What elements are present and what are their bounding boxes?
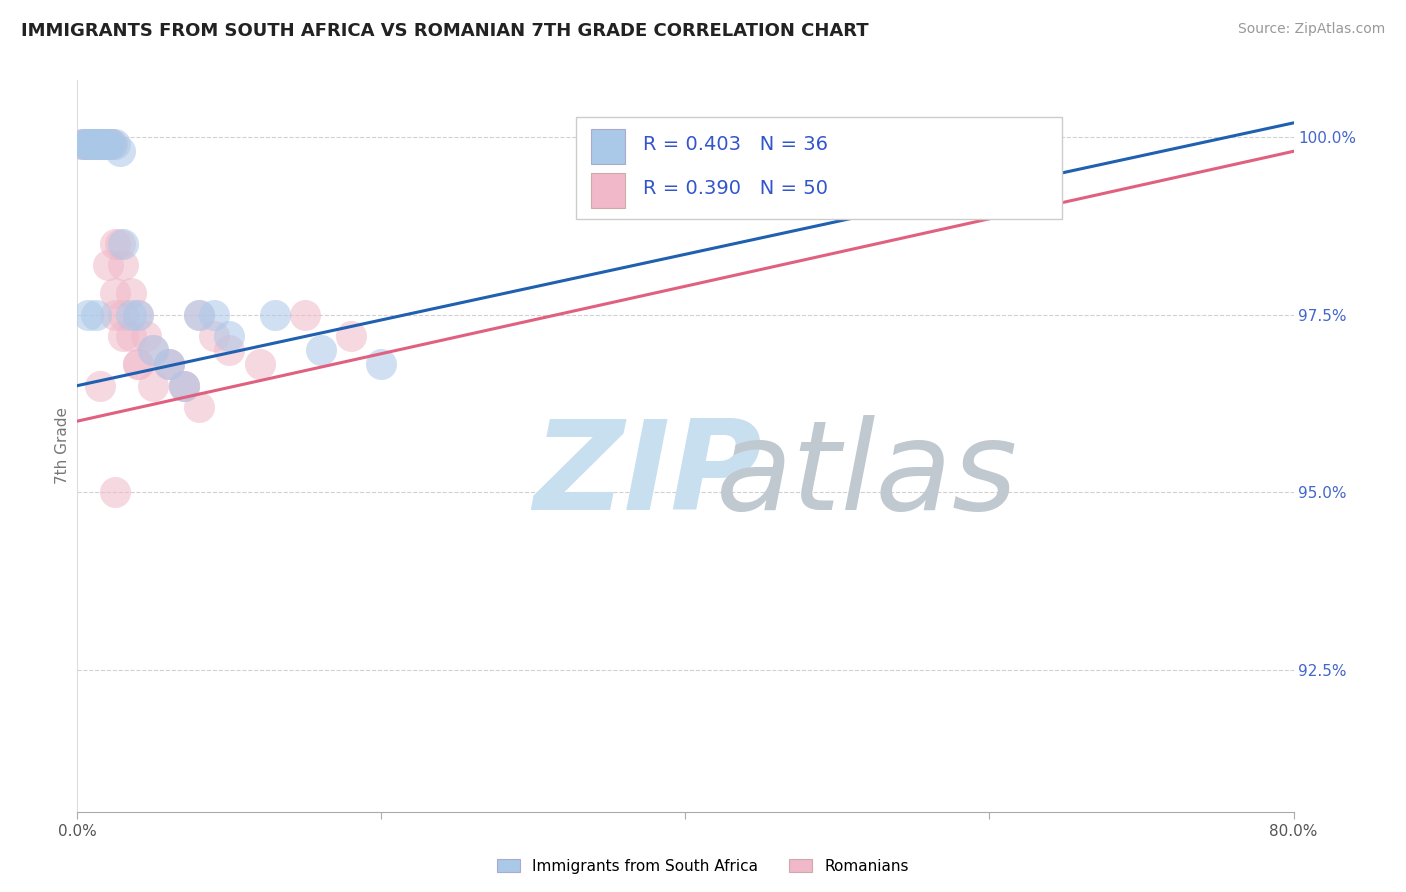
Point bbox=[100, 137, 122, 152]
Point bbox=[96, 137, 118, 152]
Point bbox=[89, 137, 111, 152]
Point bbox=[249, 357, 271, 371]
Point bbox=[101, 137, 124, 152]
Point bbox=[370, 357, 392, 371]
Point bbox=[135, 329, 157, 343]
Point bbox=[77, 137, 100, 152]
Point bbox=[903, 137, 925, 152]
Point bbox=[127, 308, 149, 322]
Text: R = 0.390   N = 50: R = 0.390 N = 50 bbox=[643, 179, 828, 198]
Point bbox=[87, 137, 110, 152]
Point bbox=[142, 343, 165, 358]
Text: atlas: atlas bbox=[716, 415, 1018, 536]
Point bbox=[173, 378, 195, 392]
Text: R = 0.403   N = 36: R = 0.403 N = 36 bbox=[643, 136, 828, 154]
Point bbox=[87, 137, 110, 152]
Point bbox=[598, 137, 620, 152]
Point bbox=[80, 137, 103, 152]
Point bbox=[83, 137, 105, 152]
Point bbox=[202, 329, 225, 343]
Point bbox=[108, 145, 131, 159]
Point bbox=[75, 137, 97, 152]
Y-axis label: 7th Grade: 7th Grade bbox=[55, 408, 70, 484]
Point bbox=[82, 137, 104, 152]
Point bbox=[97, 258, 120, 272]
FancyBboxPatch shape bbox=[591, 129, 624, 164]
Point bbox=[90, 137, 112, 152]
Point bbox=[73, 137, 96, 152]
Legend: Immigrants from South Africa, Romanians: Immigrants from South Africa, Romanians bbox=[491, 853, 915, 880]
Point bbox=[111, 258, 134, 272]
Point bbox=[80, 137, 103, 152]
Point bbox=[91, 137, 114, 152]
Point bbox=[77, 137, 100, 152]
Point bbox=[104, 286, 127, 301]
Point bbox=[104, 236, 127, 251]
FancyBboxPatch shape bbox=[576, 117, 1063, 219]
Point bbox=[598, 137, 620, 152]
Point bbox=[120, 308, 142, 322]
Point bbox=[86, 137, 108, 152]
Point bbox=[173, 378, 195, 392]
Point bbox=[127, 357, 149, 371]
Point bbox=[104, 485, 127, 500]
Point bbox=[79, 137, 101, 152]
Text: Source: ZipAtlas.com: Source: ZipAtlas.com bbox=[1237, 22, 1385, 37]
Point bbox=[108, 236, 131, 251]
Point bbox=[157, 357, 180, 371]
Point bbox=[127, 308, 149, 322]
Point bbox=[90, 137, 112, 152]
Point bbox=[97, 137, 120, 152]
Point bbox=[188, 308, 211, 322]
Point bbox=[120, 286, 142, 301]
Point bbox=[86, 137, 108, 152]
Point bbox=[93, 137, 115, 152]
Point bbox=[294, 308, 316, 322]
Point bbox=[202, 308, 225, 322]
Point bbox=[264, 308, 287, 322]
Point bbox=[142, 378, 165, 392]
Point bbox=[173, 378, 195, 392]
Point bbox=[96, 137, 118, 152]
Point bbox=[84, 308, 107, 322]
Point bbox=[89, 137, 111, 152]
Point bbox=[111, 329, 134, 343]
FancyBboxPatch shape bbox=[591, 173, 624, 209]
Point bbox=[98, 137, 121, 152]
Point bbox=[70, 137, 93, 152]
Point bbox=[120, 329, 142, 343]
Point bbox=[157, 357, 180, 371]
Point bbox=[83, 137, 105, 152]
Point bbox=[111, 308, 134, 322]
Point bbox=[142, 343, 165, 358]
Point bbox=[70, 137, 93, 152]
Text: IMMIGRANTS FROM SOUTH AFRICA VS ROMANIAN 7TH GRADE CORRELATION CHART: IMMIGRANTS FROM SOUTH AFRICA VS ROMANIAN… bbox=[21, 22, 869, 40]
Point bbox=[104, 137, 127, 152]
Point bbox=[157, 357, 180, 371]
Point bbox=[82, 137, 104, 152]
Point bbox=[84, 137, 107, 152]
Point bbox=[340, 329, 363, 343]
Point bbox=[100, 137, 122, 152]
Point bbox=[188, 308, 211, 322]
Point bbox=[979, 137, 1001, 152]
Point bbox=[89, 378, 111, 392]
Text: ZIP: ZIP bbox=[533, 415, 762, 536]
Point bbox=[104, 308, 127, 322]
Point bbox=[111, 236, 134, 251]
Point bbox=[218, 329, 240, 343]
Point bbox=[127, 357, 149, 371]
Point bbox=[188, 400, 211, 414]
Point bbox=[218, 343, 240, 358]
Point bbox=[77, 308, 100, 322]
Point bbox=[91, 137, 114, 152]
Point bbox=[309, 343, 332, 358]
Point bbox=[84, 137, 107, 152]
Point bbox=[93, 137, 115, 152]
Point bbox=[79, 137, 101, 152]
Point bbox=[97, 137, 120, 152]
Point bbox=[73, 137, 96, 152]
